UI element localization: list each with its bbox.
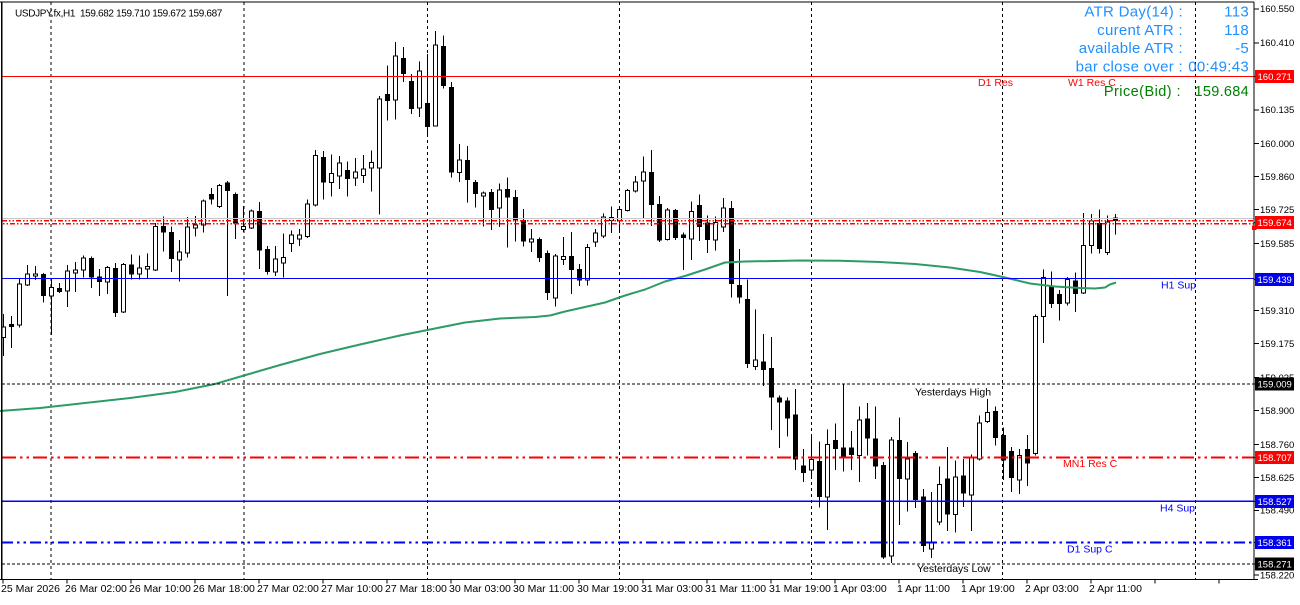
svg-text:158.527: 158.527	[1258, 497, 1292, 508]
svg-text:1 Apr 19:00: 1 Apr 19:00	[961, 583, 1015, 595]
svg-text:159.860: 159.860	[1260, 172, 1294, 183]
svg-text:00:49:43: 00:49:43	[1188, 59, 1249, 76]
svg-text:158.707: 158.707	[1258, 453, 1292, 464]
svg-text:1 Apr 03:00: 1 Apr 03:00	[833, 583, 887, 595]
svg-text:25 Mar 2026: 25 Mar 2026	[1, 583, 60, 595]
svg-text:26 Mar 18:00: 26 Mar 18:00	[193, 583, 255, 595]
svg-text:113: 113	[1224, 3, 1249, 20]
svg-text:Yesterdays High: Yesterdays High	[915, 387, 991, 399]
svg-text:2 Apr 11:00: 2 Apr 11:00	[1089, 583, 1142, 595]
svg-text:curent ATR :: curent ATR :	[1097, 22, 1183, 39]
svg-text:W1 Res C: W1 Res C	[1068, 77, 1116, 89]
svg-text:31 Mar 19:00: 31 Mar 19:00	[769, 583, 831, 595]
svg-text:159.009: 159.009	[1258, 380, 1292, 391]
svg-text:available ATR :: available ATR :	[1079, 40, 1183, 57]
svg-text:158.361: 158.361	[1258, 538, 1292, 549]
svg-text:159.175: 159.175	[1260, 339, 1294, 350]
svg-text:159.585: 159.585	[1260, 239, 1294, 250]
svg-text:159.684: 159.684	[1194, 84, 1249, 100]
svg-text:159.674: 159.674	[1258, 218, 1292, 229]
svg-text:1 Apr 11:00: 1 Apr 11:00	[897, 583, 950, 595]
svg-text:bar close over :: bar close over :	[1076, 59, 1183, 76]
svg-text:USDJPY.fx,H1 159.682 159.710: USDJPY.fx,H1 159.682 159.710 159.672 159…	[15, 8, 223, 19]
svg-text:31 Mar 03:00: 31 Mar 03:00	[641, 583, 703, 595]
svg-text:27 Mar 02:00: 27 Mar 02:00	[257, 583, 319, 595]
svg-text:H1 Sup: H1 Sup	[1161, 280, 1196, 292]
svg-text:30 Mar 03:00: 30 Mar 03:00	[449, 583, 511, 595]
svg-text:MN1 Res C: MN1 Res C	[1063, 458, 1118, 470]
svg-text:D1 Sup C: D1 Sup C	[1067, 544, 1113, 556]
svg-text:160.000: 160.000	[1260, 139, 1294, 150]
svg-text:159.439: 159.439	[1258, 275, 1292, 286]
svg-text:160.410: 160.410	[1260, 38, 1294, 49]
svg-text:158.490: 158.490	[1260, 506, 1294, 517]
svg-text:158.760: 158.760	[1260, 440, 1294, 451]
svg-text:27 Mar 18:00: 27 Mar 18:00	[385, 583, 447, 595]
svg-text:30 Mar 19:00: 30 Mar 19:00	[577, 583, 639, 595]
svg-text:159.725: 159.725	[1260, 205, 1294, 216]
svg-text:Price(Bid) :: Price(Bid) :	[1104, 84, 1181, 100]
svg-text:26 Mar 02:00: 26 Mar 02:00	[65, 583, 127, 595]
svg-text:159.310: 159.310	[1260, 306, 1294, 317]
svg-text:158.220: 158.220	[1260, 570, 1294, 581]
svg-text:118: 118	[1224, 22, 1249, 39]
svg-text:31 Mar 11:00: 31 Mar 11:00	[705, 583, 766, 595]
svg-text:Yesterdays Low: Yesterdays Low	[917, 563, 991, 575]
svg-text:30 Mar 11:00: 30 Mar 11:00	[513, 583, 574, 595]
svg-text:160.550: 160.550	[1260, 4, 1294, 15]
svg-text:158.900: 158.900	[1260, 406, 1294, 417]
svg-text:160.271: 160.271	[1258, 72, 1292, 83]
svg-text:2 Apr 03:00: 2 Apr 03:00	[1025, 583, 1079, 595]
svg-text:26 Mar 10:00: 26 Mar 10:00	[129, 583, 191, 595]
svg-text:D1 Res: D1 Res	[978, 77, 1013, 89]
svg-text:ATR Day(14) :: ATR Day(14) :	[1084, 3, 1183, 20]
svg-text:158.625: 158.625	[1260, 473, 1294, 484]
svg-text:-5: -5	[1235, 40, 1249, 57]
svg-text:27 Mar 10:00: 27 Mar 10:00	[321, 583, 383, 595]
svg-text:160.135: 160.135	[1260, 105, 1294, 116]
svg-text:H4 Sup: H4 Sup	[1160, 503, 1195, 515]
svg-text:158.271: 158.271	[1258, 559, 1292, 570]
